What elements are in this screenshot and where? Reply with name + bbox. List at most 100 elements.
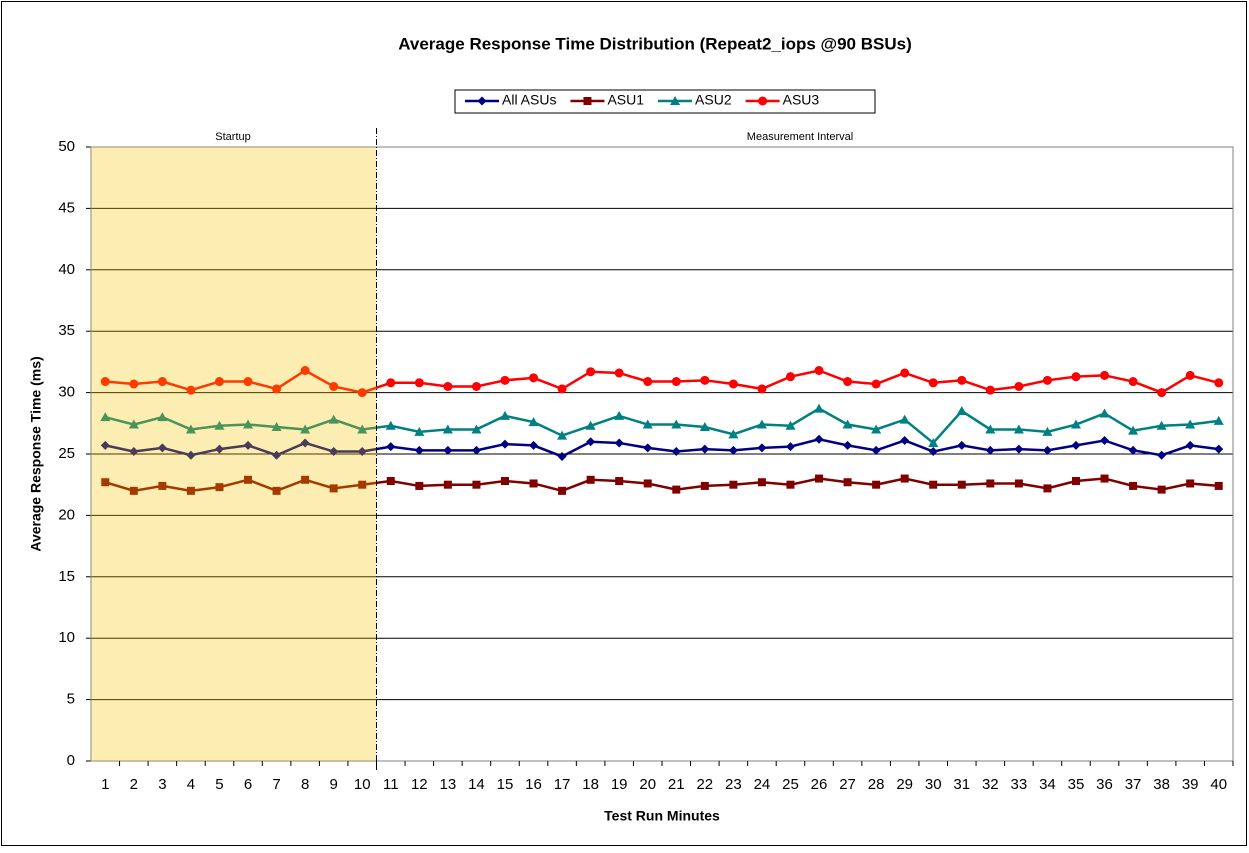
y-tick-label: 10 — [58, 629, 75, 646]
marker — [985, 445, 995, 455]
x-tick-label: 39 — [1182, 776, 1199, 793]
x-tick-label: 13 — [440, 776, 457, 793]
marker — [442, 424, 453, 434]
marker — [214, 377, 224, 387]
marker — [985, 385, 995, 395]
x-tick-label: 21 — [668, 776, 685, 793]
marker — [928, 378, 938, 388]
marker — [386, 477, 395, 486]
marker — [1043, 484, 1052, 493]
marker — [214, 444, 224, 454]
marker — [757, 443, 767, 453]
marker — [700, 481, 709, 490]
x-tick-label: 17 — [554, 776, 571, 793]
marker — [1014, 479, 1023, 488]
marker — [728, 429, 739, 439]
marker — [672, 485, 681, 494]
marker — [957, 375, 967, 385]
x-tick-label: 4 — [187, 776, 195, 793]
marker — [329, 447, 339, 457]
marker — [386, 442, 396, 452]
marker — [756, 419, 767, 429]
x-tick-label: 26 — [811, 776, 828, 793]
marker — [700, 444, 710, 454]
marker — [272, 384, 282, 394]
marker — [1185, 440, 1195, 450]
x-tick-label: 9 — [330, 776, 338, 793]
marker — [471, 381, 481, 391]
marker — [671, 419, 682, 429]
y-tick-label: 15 — [58, 568, 75, 585]
y-tick-label: 20 — [58, 506, 75, 523]
marker — [614, 410, 625, 420]
marker — [358, 480, 367, 489]
legend-marker — [758, 96, 768, 106]
marker — [842, 419, 853, 429]
marker — [757, 384, 767, 394]
marker — [1042, 426, 1053, 436]
x-tick-label: 8 — [301, 776, 309, 793]
legend-marker — [477, 96, 487, 106]
marker — [815, 474, 824, 483]
marker — [243, 377, 253, 387]
marker — [1100, 474, 1109, 483]
x-tick-label: 5 — [215, 776, 223, 793]
marker — [328, 414, 339, 424]
x-tick-label: 11 — [383, 776, 399, 793]
marker — [1099, 408, 1110, 418]
marker — [471, 424, 482, 434]
marker — [557, 430, 568, 440]
marker — [185, 424, 196, 434]
marker — [643, 479, 652, 488]
x-tick-label: 33 — [1011, 776, 1028, 793]
x-tick-label: 32 — [982, 776, 999, 793]
marker — [671, 447, 681, 457]
marker — [129, 379, 139, 389]
marker — [1071, 477, 1080, 486]
x-tick-label: 36 — [1096, 776, 1113, 793]
marker — [244, 475, 253, 484]
marker — [301, 475, 310, 484]
marker — [129, 447, 139, 457]
marker — [100, 377, 110, 387]
x-tick-label: 35 — [1068, 776, 1085, 793]
legend-marker — [670, 96, 681, 105]
marker — [157, 443, 167, 453]
x-tick-label: 19 — [611, 776, 628, 793]
marker — [1214, 444, 1224, 454]
marker — [100, 440, 110, 450]
marker — [1071, 440, 1081, 450]
marker — [557, 451, 567, 461]
marker — [1157, 388, 1167, 398]
marker — [158, 481, 167, 490]
marker — [157, 377, 167, 387]
x-tick-label: 28 — [868, 776, 885, 793]
marker — [271, 421, 282, 431]
marker — [272, 486, 281, 495]
marker — [957, 440, 967, 450]
marker — [414, 378, 424, 388]
marker — [472, 480, 481, 489]
marker — [186, 385, 196, 395]
marker — [957, 480, 966, 489]
marker — [785, 442, 795, 452]
marker — [529, 373, 539, 383]
marker — [1156, 420, 1167, 430]
x-tick-label: 22 — [696, 776, 713, 793]
marker — [615, 477, 624, 486]
x-tick-label: 25 — [782, 776, 799, 793]
series-line — [104, 407, 1219, 445]
marker — [1128, 445, 1138, 455]
y-tick-label: 35 — [58, 322, 75, 339]
x-tick-label: 24 — [754, 776, 771, 793]
x-tick-label: 30 — [925, 776, 942, 793]
marker — [1071, 372, 1081, 382]
marker — [728, 445, 738, 455]
marker — [928, 437, 939, 447]
marker — [1128, 425, 1139, 435]
marker — [986, 479, 995, 488]
marker — [1014, 381, 1024, 391]
series-line — [105, 437, 1219, 458]
marker — [671, 377, 681, 387]
marker — [1129, 481, 1138, 490]
